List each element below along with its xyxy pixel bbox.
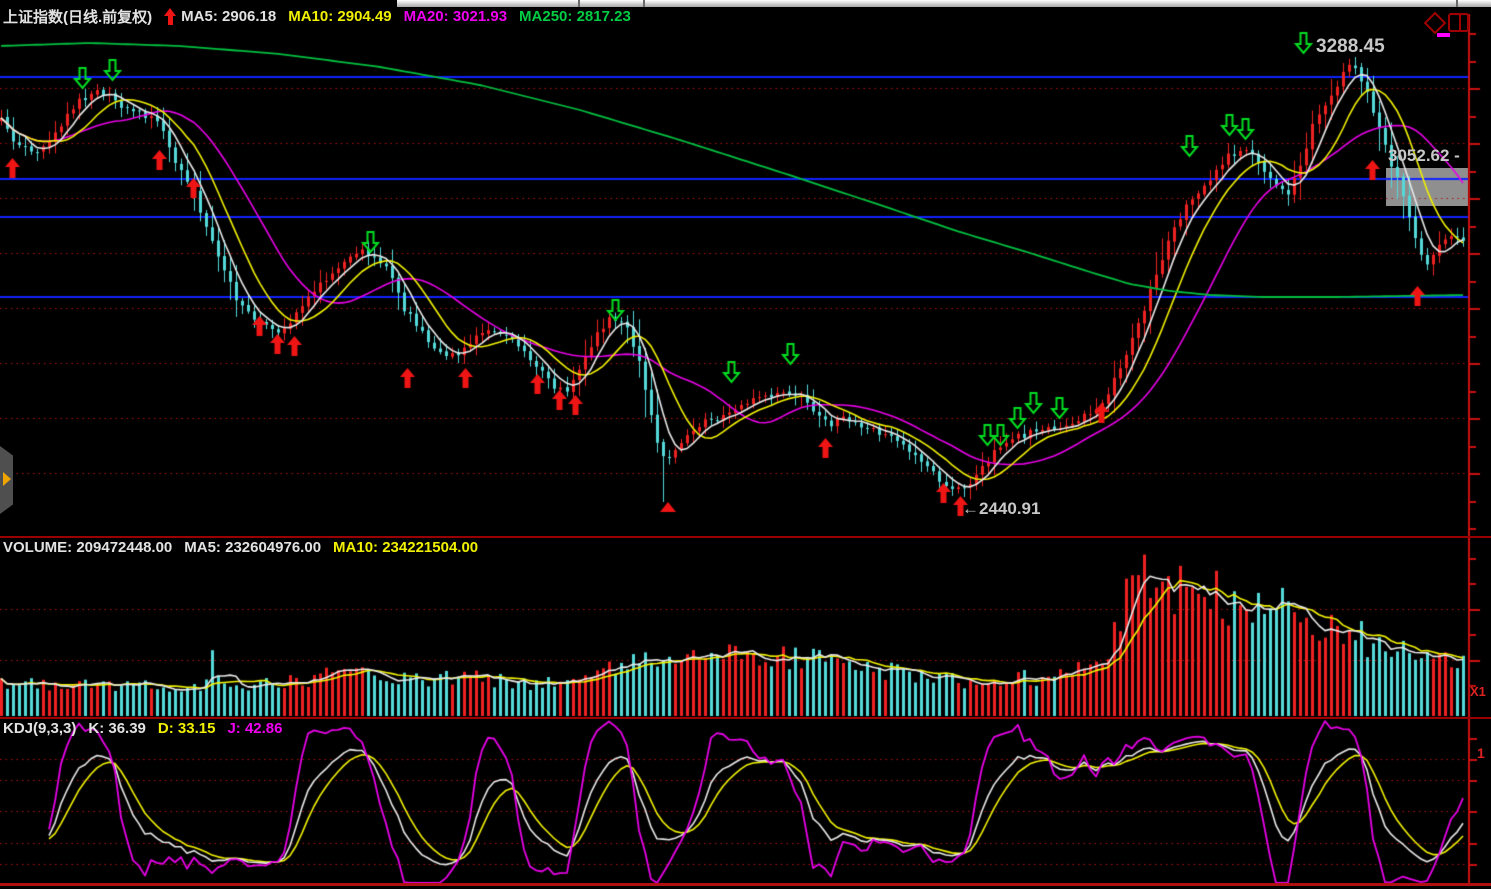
vol-ma10-value: MA10: 234221504.00: [333, 539, 479, 556]
bottom-border: [0, 883, 1491, 886]
kdj-axis-label: 1: [1477, 745, 1485, 761]
vol-ma5-value: MA5: 232604976.00: [184, 539, 322, 556]
pane-layout-icon-divider: [1459, 15, 1461, 30]
ma10-value: MA10: 2904.49: [288, 8, 392, 25]
panel-expand-arrow-icon: [3, 472, 11, 486]
panel-expand-handle[interactable]: [0, 446, 13, 514]
volume-value: VOLUME: 209472448.00: [3, 539, 173, 556]
main-pane-header: 上证指数(日线.前复权) MA5: 2906.18 MA10: 2904.49 …: [3, 6, 631, 27]
pane-layout-icon[interactable]: [1448, 13, 1469, 32]
volume-scale-label: X1: [1470, 684, 1486, 699]
kdj-j-value: J: 42.86: [227, 720, 283, 737]
toolbar-separator: [1456, 0, 1458, 7]
toolbar-strip: [397, 0, 1491, 7]
price-up-arrow-icon: [164, 8, 177, 25]
volume-pane-header: VOLUME: 209472448.00 MA5: 232604976.00 M…: [3, 539, 478, 556]
main-volume-divider: [0, 536, 1491, 538]
ma20-value: MA20: 3021.93: [403, 8, 508, 25]
kdj-k-value: K: 36.39: [88, 720, 146, 737]
hline-price-label: 3052.62 -: [1388, 146, 1460, 165]
kdj-pane-header: KDJ(9,3,3) K: 36.39 D: 33.15 J: 42.86: [3, 720, 283, 737]
magenta-dash-marker: [1437, 33, 1450, 37]
low-price-label: ←2440.91: [962, 499, 1041, 518]
symbol-title: 上证指数(日线.前复权): [3, 9, 153, 26]
toolbar-separator: [643, 0, 645, 7]
ma250-value: MA250: 2817.23: [519, 8, 631, 25]
peak-price-label: 3288.45: [1316, 36, 1385, 57]
toolbar-separator: [578, 0, 580, 7]
volume-kdj-divider: [0, 717, 1491, 719]
ma5-value: MA5: 2906.18: [181, 8, 277, 25]
kdj-d-value: D: 33.15: [157, 720, 216, 737]
kdj-name: KDJ(9,3,3): [3, 720, 77, 737]
